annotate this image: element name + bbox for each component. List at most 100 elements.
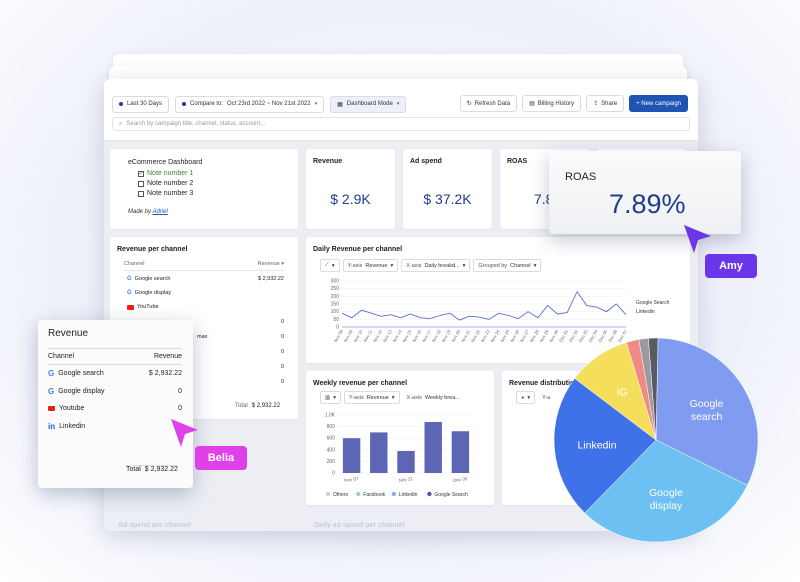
yaxis-selector[interactable]: Y-axis Revenue ▾ [343,391,400,404]
x-tick-label: Nov 08 [333,328,344,343]
channel-value: $ 2,932.22 [258,276,284,282]
legend-label: Others [333,492,349,498]
y-tick-label: 50 [333,317,339,323]
y-tick-label: 150 [331,302,340,308]
y-tick-label: 250 [331,286,340,292]
checkbox-icon[interactable] [138,191,144,197]
xaxis-selector[interactable]: X-axis Weekly brea... [402,391,464,404]
series-line [341,290,627,321]
faded-cards-row: Ad spend per channel Daily ad spend per … [104,509,698,531]
note-item[interactable]: Note number 3 [138,189,202,199]
billing-history-button[interactable]: ▤ Billing History [522,95,582,112]
x-tick-label: Nov 07 [344,476,359,483]
chevron-down-icon: ▾ [527,394,531,401]
ad-spend-kpi-card: Ad spend $ 37.2K [403,149,492,229]
card-title: Revenue distribution [509,380,579,387]
x-tick-label: Nov 23 [480,328,491,343]
pie-slice-label: Google [690,398,724,410]
y-tick-label: 0 [336,325,339,331]
cursor-label-belia: Belia [195,446,247,470]
x-tick-label: Nov 25 [499,328,510,343]
col-revenue-label: Revenue [257,261,280,267]
checkbox-checked-icon[interactable]: ✓ [138,171,144,177]
table-row: G Google search $ 2,932.22 [48,369,182,378]
card-title: Daily Revenue per channel [313,246,403,253]
x-tick-label: Dec 02 [568,328,579,343]
col-revenue[interactable]: Revenue ▾ [257,261,284,267]
table-total: Total $ 2,932.22 [126,465,178,473]
table-row: 0 [127,364,284,370]
dashboard-mode-selector[interactable]: ▦ Dashboard Mode ▾ [330,95,407,113]
x-tick-label: Dec 07 [617,328,628,343]
made-by-label: Made by [128,209,152,215]
bar [397,450,415,473]
refresh-data-button[interactable]: ↻ Refresh Data [459,95,518,112]
table-row: 0 [127,379,284,385]
x-tick-label: Nov 13 [382,328,393,343]
channel-value: 0 [178,405,182,412]
group-value: Channel [510,262,531,269]
search-input[interactable]: ⌕ Search by campaign title, channel, sta… [112,117,690,131]
x-tick-label: Nov 18 [431,328,442,343]
x-tick-label: Nov 27 [519,328,530,343]
col-channel: Channel [124,261,145,267]
group-selector[interactable]: Grouped by Channel ▾ [473,259,542,272]
pie-slice [648,337,659,441]
xaxis-selector[interactable]: X-axis Daily breakd... ▾ [401,259,471,272]
x-tick-label: Nov 09 [343,328,354,343]
card-title: Revenue per channel [117,246,188,253]
pie-chart-icon: ◕ [521,394,525,401]
kpi-value: $ 2.9K [330,191,371,207]
grid-icon: ▦ [337,101,343,108]
x-tick-label: Nov 26 [509,328,520,343]
cursor-label-amy: Amy [705,254,757,278]
checkbox-icon[interactable] [138,181,144,187]
card-title: Weekly revenue per channel [313,380,408,387]
x-tick-label: Nov 21 [460,328,471,343]
search-icon: ⌕ [119,120,123,127]
table-row: 0 [127,319,284,325]
legend-label: Linkedin [636,309,655,315]
channel-value: $ 2,932.22 [148,370,182,377]
channel-value: 0 [280,319,284,325]
chevron-down-icon: ▾ [333,394,336,401]
chart-type-selector[interactable]: ⟋ ▾ [320,259,340,272]
x-tick-label: Dec 03 [578,328,589,343]
chart-type-selector[interactable]: ◕ ▾ [516,391,536,404]
channel-value: 0 [280,349,284,355]
xaxis-value: Weekly brea... [424,394,460,401]
pie-slice-label: search [691,411,723,423]
yaxis-selector[interactable]: Y-a [538,391,555,404]
col-revenue: Revenue [153,353,182,360]
channel-name: YouTube [137,304,159,310]
note-item[interactable]: ✓ Note number 1 [138,169,202,179]
kpi-title: Revenue [313,158,343,165]
xaxis-label: X-axis [406,394,422,401]
channel-name: Google display [58,388,105,395]
yaxis-label: Y-axis [347,262,363,269]
youtube-icon [48,406,55,411]
share-button[interactable]: ⇪ Share [586,95,625,112]
cursor-arrow-icon [171,419,198,447]
author-link[interactable]: Adriel [152,209,168,215]
x-tick-label: Nov 24 [490,328,501,343]
x-tick-label: Dec 01 [558,328,569,343]
chart-type-selector[interactable]: ▥ ▾ [320,391,341,404]
channel-name: Google display [134,290,172,296]
google-icon: G [48,369,55,378]
y-tick-label: 200 [331,294,340,300]
date-dot-icon [119,102,123,106]
note-item[interactable]: Note number 2 [138,179,202,189]
date-range-selector[interactable]: Last 30 Days [112,95,170,113]
billing-label: Billing History [537,100,575,107]
new-campaign-button[interactable]: + New campaign [629,95,688,112]
yaxis-selector[interactable]: Y-axis Revenue ▾ [342,259,399,272]
new-campaign-label: + New campaign [636,100,681,107]
channel-name: Google search [134,276,171,282]
x-tick-label: Nov 29 [539,328,550,343]
y-tick-label: 0 [332,471,335,477]
compare-range-selector[interactable]: Compare to: Oct 23rd 2022 ~ Nov 21st 202… [175,95,325,113]
roas-popup-card: ROAS 7.89% [549,151,741,234]
channel-value: 0 [280,379,284,385]
notes-card: eCommerce Dashboard ✓ Note number 1 Note … [110,149,298,229]
